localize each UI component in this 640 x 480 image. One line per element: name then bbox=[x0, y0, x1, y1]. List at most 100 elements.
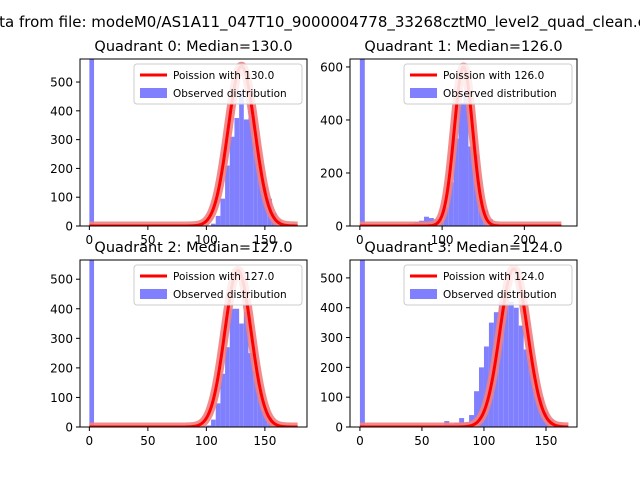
quadrant-0-panel: Quadrant 0: Median=130.0 0 50 100 150 0 100 200… bbox=[50, 39, 308, 247]
y-tick-label: 600 bbox=[320, 60, 343, 74]
histogram-bar bbox=[234, 308, 240, 427]
histogram-bar bbox=[508, 301, 514, 427]
y-tick-label: 200 bbox=[320, 361, 343, 375]
y-tick-label: 400 bbox=[320, 113, 343, 127]
histogram-bar bbox=[448, 182, 454, 226]
histogram-bar bbox=[243, 311, 249, 427]
histogram-bar bbox=[359, 59, 365, 226]
legend-patch-swatch bbox=[410, 289, 437, 299]
histogram-bar bbox=[474, 391, 480, 427]
x-tick-label: 50 bbox=[414, 434, 429, 448]
poisson-curve bbox=[88, 268, 299, 427]
legend-patch-swatch bbox=[140, 88, 167, 98]
x-tick-label: 100 bbox=[431, 233, 454, 247]
histogram-bar bbox=[468, 146, 474, 226]
histogram-bar bbox=[479, 367, 484, 427]
histogram-bar bbox=[215, 403, 221, 427]
y-tick-label: 500 bbox=[50, 273, 73, 287]
axes-frame bbox=[79, 58, 308, 227]
histogram-bar bbox=[523, 349, 529, 427]
histogram-bar bbox=[215, 215, 221, 226]
legend-box bbox=[133, 63, 303, 105]
histogram-bar bbox=[243, 119, 249, 226]
x-tick-label: 150 bbox=[535, 434, 558, 448]
x-tick-label: 0 bbox=[356, 233, 364, 247]
histogram-bar bbox=[225, 165, 230, 226]
histogram-bar bbox=[89, 59, 95, 226]
figure-suptitle: Data from file: modeM0/AS1A11_047T10_900… bbox=[0, 13, 640, 32]
histogram-bar bbox=[220, 198, 226, 226]
legend-patch-swatch bbox=[140, 289, 167, 299]
legend-box bbox=[403, 264, 573, 306]
legend-box bbox=[133, 264, 303, 306]
x-tick-label: 200 bbox=[513, 233, 536, 247]
x-tick-label: 100 bbox=[195, 434, 218, 448]
y-tick-label: 0 bbox=[335, 421, 343, 435]
histogram-bar bbox=[239, 90, 244, 226]
x-tick-label: 50 bbox=[140, 233, 155, 247]
histogram-bar bbox=[239, 323, 244, 427]
axes-frame bbox=[349, 259, 578, 428]
y-tick-label: 400 bbox=[50, 104, 73, 118]
histogram-bar bbox=[498, 301, 504, 427]
histogram-bar bbox=[248, 353, 254, 427]
y-tick-label: 100 bbox=[50, 391, 73, 405]
y-tick-label: 0 bbox=[335, 220, 343, 234]
x-tick-label: 50 bbox=[140, 434, 155, 448]
histogram-bar bbox=[359, 260, 365, 427]
y-tick-label: 200 bbox=[320, 166, 343, 180]
y-tick-label: 200 bbox=[50, 162, 73, 176]
histogram-bar bbox=[424, 216, 429, 226]
legend-line-label: Poission with 126.0 bbox=[443, 70, 544, 82]
x-tick-label: 0 bbox=[86, 233, 94, 247]
histogram-bar bbox=[257, 164, 263, 226]
y-tick-label: 300 bbox=[50, 133, 73, 147]
axes-frame bbox=[79, 259, 308, 428]
legend-line-label: Poission with 130.0 bbox=[173, 70, 274, 82]
y-tick-label: 300 bbox=[320, 331, 343, 345]
legend-box bbox=[403, 63, 573, 105]
x-tick-label: 100 bbox=[473, 434, 496, 448]
histogram-bar bbox=[528, 358, 534, 427]
panel-title: Quadrant 3: Median=124.0 bbox=[364, 240, 562, 256]
x-tick-label: 0 bbox=[86, 434, 94, 448]
histogram-bar bbox=[211, 419, 216, 427]
panel-title: Quadrant 0: Median=130.0 bbox=[94, 39, 292, 55]
plot-content bbox=[85, 260, 302, 427]
histogram-bar bbox=[225, 347, 230, 427]
histogram-bar bbox=[513, 307, 519, 427]
histogram-bar bbox=[211, 223, 216, 226]
y-tick-label: 0 bbox=[65, 220, 73, 234]
histogram-bar bbox=[253, 142, 258, 226]
legend-patch-swatch bbox=[410, 88, 437, 98]
x-tick-label: 0 bbox=[356, 434, 364, 448]
legend: Poission with 130.0 Observed distribution bbox=[133, 63, 303, 105]
histogram-bar bbox=[206, 425, 212, 427]
histogram-bar bbox=[518, 325, 524, 427]
histogram-bar bbox=[257, 391, 263, 427]
y-tick-label: 300 bbox=[50, 332, 73, 346]
histogram-bar bbox=[220, 373, 226, 427]
histogram-bar bbox=[463, 93, 469, 226]
histogram-bar bbox=[229, 308, 235, 427]
quadrant-2-panel: Quadrant 2: Median=127.0 0 50 100 150 0 100 200… bbox=[50, 240, 308, 448]
y-tick-label: 100 bbox=[50, 191, 73, 205]
histogram-bar bbox=[234, 118, 240, 226]
y-tick-label: 400 bbox=[50, 302, 73, 316]
histogram-bar bbox=[229, 136, 235, 226]
legend-patch-label: Observed distribution bbox=[443, 289, 557, 301]
y-tick-label: 0 bbox=[65, 421, 73, 435]
legend-line-label: Poission with 127.0 bbox=[173, 271, 274, 283]
axes-frame bbox=[349, 58, 578, 227]
histogram-bar bbox=[453, 138, 459, 226]
legend: Poission with 124.0 Observed distribution bbox=[403, 264, 573, 306]
histogram-bar bbox=[248, 105, 254, 226]
panel-title: Quadrant 2: Median=127.0 bbox=[94, 240, 292, 256]
quadrant-1-panel: Quadrant 1: Median=126.0 0 100 200 0 200 400 60… bbox=[320, 39, 578, 247]
quadrant-3-panel: Quadrant 3: Median=124.0 0 50 100 150 0 100 200… bbox=[320, 240, 578, 448]
legend-patch-label: Observed distribution bbox=[173, 88, 287, 100]
histogram-bar bbox=[503, 289, 509, 427]
histogram-bar bbox=[89, 260, 95, 427]
legend-line-label: Poission with 124.0 bbox=[443, 271, 544, 283]
